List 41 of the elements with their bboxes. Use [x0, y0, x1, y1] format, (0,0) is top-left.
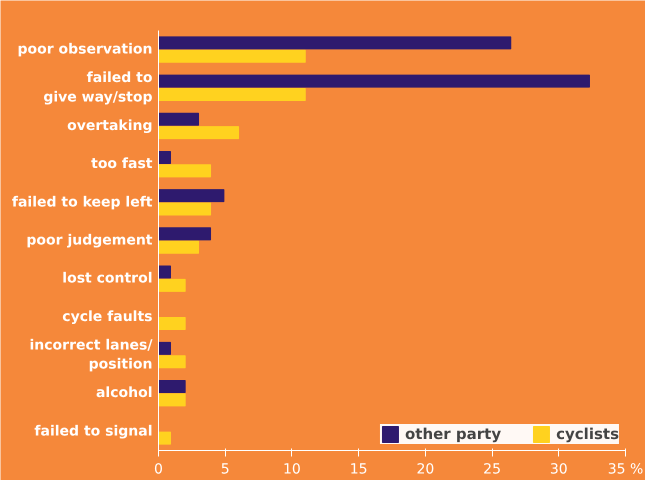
x-tick-label: 35 % — [608, 462, 644, 478]
bar — [158, 380, 186, 394]
bar — [158, 126, 240, 140]
y-tick-label: too fast — [91, 156, 153, 172]
bar — [158, 278, 186, 292]
x-tick-label: 30 — [550, 462, 568, 478]
bar — [158, 317, 186, 330]
bar — [158, 265, 172, 279]
y-tick-label: alcohol — [96, 385, 152, 402]
y-tick-label: failed to give way/stop — [43, 70, 153, 106]
bar — [158, 355, 186, 368]
legend-label: other party — [404, 425, 502, 443]
y-tick-label: lost control — [62, 270, 153, 287]
bar — [158, 342, 172, 355]
y-tick-label: poor judgement — [26, 232, 153, 248]
y-tick-label: failed to signal — [34, 423, 152, 440]
bar — [158, 50, 306, 63]
bar — [158, 189, 224, 202]
y-tick-label: poor observation — [17, 42, 153, 58]
bar — [158, 88, 306, 101]
bar — [158, 36, 512, 50]
legend-label: cyclists — [556, 425, 619, 443]
y-tick-label: overtaking — [67, 118, 153, 134]
x-tick-label: 25 — [483, 462, 501, 478]
bar — [158, 202, 212, 216]
x-tick-label: 10 — [283, 462, 301, 478]
bar — [158, 393, 186, 406]
bar — [158, 150, 172, 164]
bar — [158, 74, 590, 88]
y-tick-label: cycle faults — [62, 308, 153, 325]
y-tick-label: incorrect lanes/ position — [29, 337, 154, 373]
bar — [158, 432, 172, 445]
bar — [158, 112, 200, 126]
x-tick-label: 0 — [154, 462, 163, 478]
bar — [158, 227, 212, 240]
y-tick-label: failed to keep left — [12, 194, 153, 210]
x-tick-label: 20 — [416, 462, 434, 478]
x-tick-label: 5 — [220, 462, 230, 478]
bar — [158, 240, 200, 254]
bar — [158, 164, 212, 178]
x-tick-label: 15 — [350, 462, 368, 478]
